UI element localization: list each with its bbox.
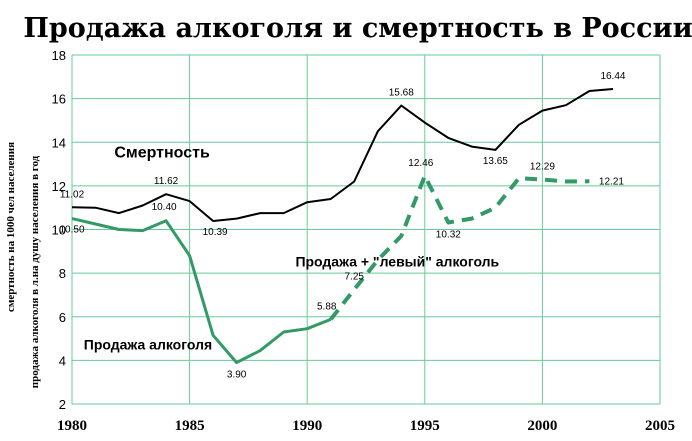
chart-title: Продажа алкоголя и смертность в России bbox=[23, 13, 692, 44]
y-tick-label-12: 12 bbox=[52, 179, 66, 194]
x-tick-label-1995: 1995 bbox=[410, 418, 440, 434]
y-tick-label-18: 18 bbox=[52, 48, 66, 63]
y-axis-label-mortality: смертность на 1000 чел населения bbox=[5, 142, 17, 312]
x-tick-label-1985: 1985 bbox=[175, 418, 205, 434]
grid-lines bbox=[71, 54, 661, 405]
data-label-4: 15.68 bbox=[389, 88, 414, 99]
data-label-14: 12.29 bbox=[530, 162, 555, 173]
y-tick-label-2: 2 bbox=[59, 397, 66, 412]
data-label-1: 11.02 bbox=[60, 189, 85, 200]
series-line-1 bbox=[71, 88, 614, 222]
data-label-8: 10.40 bbox=[152, 202, 177, 213]
data-label-13: 10.32 bbox=[436, 230, 461, 241]
series-layer bbox=[71, 88, 614, 365]
axes: 2 4 6 8 10 12 14 16 18 1980 1985 1990 1995 2000 2005 bbox=[52, 48, 675, 434]
data-label-6: 16.44 bbox=[600, 71, 625, 82]
data-label-2: 11.62 bbox=[154, 176, 179, 187]
x-tick-label-1990: 1990 bbox=[292, 418, 322, 434]
series-label-2: Продажа + "левый" алкоголь bbox=[295, 254, 499, 270]
y-axis-label-alcohol: продажа алкоголя в л.на душу населения в… bbox=[29, 155, 41, 388]
data-label-10: 5.88 bbox=[317, 301, 337, 312]
data-label-9: 3.90 bbox=[227, 370, 247, 381]
series-label-3: Продажа алкоголя bbox=[84, 336, 212, 352]
x-tick-label-1980: 1980 bbox=[57, 418, 87, 434]
y-tick-label-16: 16 bbox=[52, 92, 66, 107]
data-label-15: 12.21 bbox=[599, 176, 624, 187]
series-line-2 bbox=[71, 217, 332, 365]
series-line-3 bbox=[329, 173, 590, 321]
data-label-11: 7.25 bbox=[345, 271, 365, 282]
x-tick-label-2000: 2000 bbox=[527, 418, 557, 434]
labels-layer: 11.02 11.62 10.39 15.68 13.65 16.44 10.50 10.40… bbox=[59, 71, 625, 381]
y-tick-label-14: 14 bbox=[52, 135, 66, 150]
data-label-12: 12.46 bbox=[408, 158, 433, 169]
y-tick-label-6: 6 bbox=[59, 310, 66, 325]
y-tick-label-10: 10 bbox=[52, 223, 66, 238]
y-tick-label-8: 8 bbox=[59, 266, 66, 281]
data-label-7: 10.50 bbox=[59, 225, 84, 236]
y-tick-label-4: 4 bbox=[59, 353, 66, 368]
x-tick-label-2005: 2005 bbox=[645, 418, 675, 434]
data-label-5: 13.65 bbox=[483, 156, 508, 167]
series-label-1: Смертность bbox=[114, 145, 210, 162]
data-label-3: 10.39 bbox=[203, 227, 228, 238]
